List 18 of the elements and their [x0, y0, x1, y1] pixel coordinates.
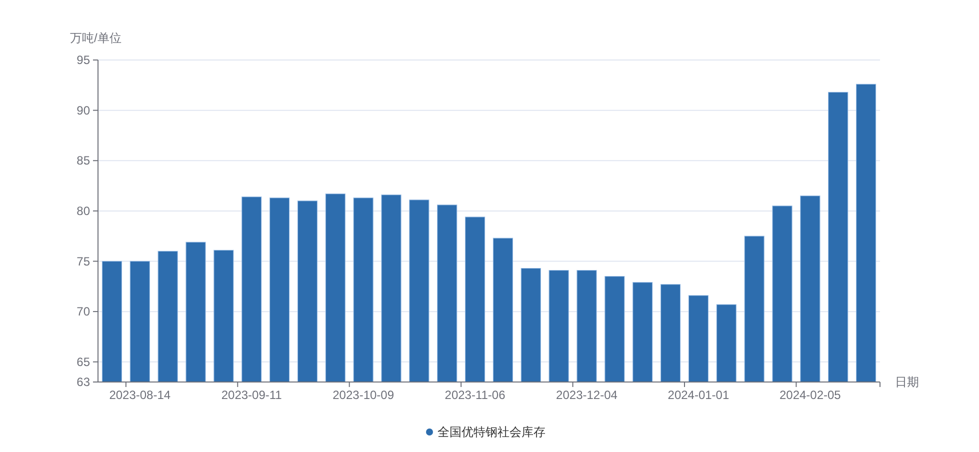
x-tick-label: 2024-01-01	[668, 388, 730, 402]
x-tick-label: 2023-09-11	[221, 388, 282, 402]
x-tick-label: 2023-12-04	[556, 388, 618, 402]
x-tick-label: 2023-11-06	[444, 388, 506, 402]
y-tick-label: 95	[76, 53, 90, 67]
y-tick-label: 75	[76, 254, 90, 268]
y-tick-label: 90	[76, 103, 90, 118]
y-tick-label: 80	[76, 204, 90, 218]
y-tick-label: 85	[76, 154, 90, 168]
y-tick-label: 63	[76, 375, 90, 389]
x-tick-label: 2023-10-09	[332, 388, 394, 402]
x-tick-label: 2024-02-05	[779, 388, 842, 402]
y-tick-label: 65	[76, 354, 90, 369]
legend-item: 全国优特钢社会库存	[426, 425, 546, 439]
x-axis-title: 日期	[895, 375, 919, 389]
y-tick-label: 70	[76, 304, 90, 319]
x-tick-label: 2023-08-14	[109, 388, 171, 402]
y-axis-title: 万吨/单位	[70, 31, 122, 45]
